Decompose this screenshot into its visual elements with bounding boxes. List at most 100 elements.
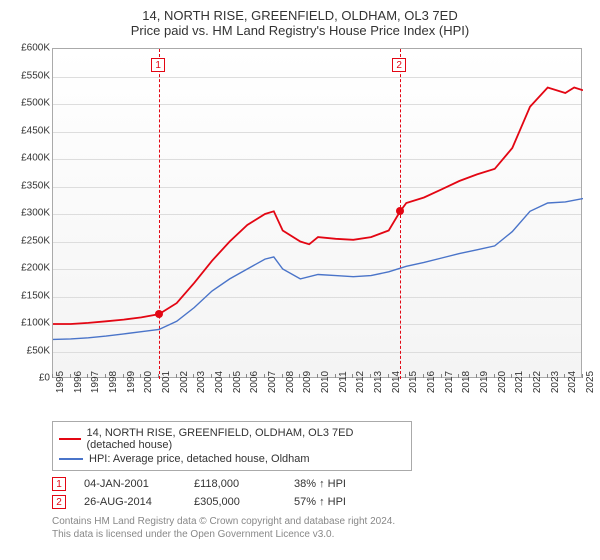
- x-tick: [564, 374, 565, 378]
- x-tick: [352, 374, 353, 378]
- y-tick-label: £100K: [21, 318, 50, 329]
- series-svg: [53, 49, 583, 379]
- sale-row: 226-AUG-2014£305,00057% ↑ HPI: [52, 493, 590, 511]
- x-tick-label: 2014: [391, 371, 402, 393]
- x-tick: [123, 374, 124, 378]
- x-tick: [423, 374, 424, 378]
- x-tick: [299, 374, 300, 378]
- footer: Contains HM Land Registry data © Crown c…: [52, 515, 590, 541]
- y-tick-label: £400K: [21, 153, 50, 164]
- footer-line-2: This data is licensed under the Open Gov…: [52, 528, 590, 541]
- x-tick-label: 2006: [249, 371, 260, 393]
- x-tick-label: 2019: [479, 371, 490, 393]
- y-tick-label: £250K: [21, 235, 50, 246]
- x-tick: [370, 374, 371, 378]
- x-tick-label: 2025: [585, 371, 596, 393]
- x-tick-label: 2024: [567, 371, 578, 393]
- x-tick: [158, 374, 159, 378]
- x-tick: [52, 374, 53, 378]
- x-tick: [458, 374, 459, 378]
- x-tick-label: 1998: [108, 371, 119, 393]
- x-tick: [193, 374, 194, 378]
- legend-swatch: [59, 438, 81, 440]
- chart-container: 14, NORTH RISE, GREENFIELD, OLDHAM, OL3 …: [0, 0, 600, 545]
- x-tick-label: 2002: [179, 371, 190, 393]
- marker-label: 1: [151, 58, 165, 72]
- x-tick-label: 2007: [267, 371, 278, 393]
- x-tick-label: 1996: [73, 371, 84, 393]
- x-tick-label: 2018: [461, 371, 472, 393]
- x-tick: [405, 374, 406, 378]
- plot-area: £0 £50K £100K £150K £200K £250K £300K £350K £400…: [10, 44, 590, 419]
- x-tick: [317, 374, 318, 378]
- x-tick-label: 2013: [373, 371, 384, 393]
- x-tick-label: 1997: [90, 371, 101, 393]
- sale-row: 104-JAN-2001£118,00038% ↑ HPI: [52, 475, 590, 493]
- legend: 14, NORTH RISE, GREENFIELD, OLDHAM, OL3 …: [52, 421, 412, 471]
- x-tick: [70, 374, 71, 378]
- sale-date: 26-AUG-2014: [84, 496, 194, 508]
- x-tick: [211, 374, 212, 378]
- x-tick: [476, 374, 477, 378]
- y-tick-label: £300K: [21, 208, 50, 219]
- x-tick: [335, 374, 336, 378]
- x-tick-label: 2021: [514, 371, 525, 393]
- x-tick-label: 2005: [232, 371, 243, 393]
- x-tick-label: 2016: [426, 371, 437, 393]
- x-tick-label: 2000: [143, 371, 154, 393]
- x-tick-label: 2001: [161, 371, 172, 393]
- chart-subtitle: Price paid vs. HM Land Registry's House …: [10, 23, 590, 38]
- sale-delta: 57% ↑ HPI: [294, 496, 394, 508]
- x-tick-label: 2011: [338, 371, 349, 393]
- x-tick: [264, 374, 265, 378]
- x-tick-label: 2010: [320, 371, 331, 393]
- sale-delta: 38% ↑ HPI: [294, 478, 394, 490]
- x-tick: [511, 374, 512, 378]
- sale-marker: 2: [52, 495, 66, 509]
- x-tick: [229, 374, 230, 378]
- legend-label: HPI: Average price, detached house, Oldh…: [89, 453, 310, 465]
- series-property: [53, 88, 583, 325]
- x-tick-label: 2012: [355, 371, 366, 393]
- y-tick-label: £500K: [21, 98, 50, 109]
- y-tick-label: £600K: [21, 43, 50, 54]
- x-tick-label: 2008: [285, 371, 296, 393]
- y-tick-label: £350K: [21, 180, 50, 191]
- x-tick: [105, 374, 106, 378]
- x-tick-label: 2009: [302, 371, 313, 393]
- x-tick-label: 2003: [196, 371, 207, 393]
- legend-label: 14, NORTH RISE, GREENFIELD, OLDHAM, OL3 …: [87, 427, 406, 451]
- x-tick: [582, 374, 583, 378]
- x-tick: [87, 374, 88, 378]
- sale-price: £118,000: [194, 478, 294, 490]
- sale-date: 04-JAN-2001: [84, 478, 194, 490]
- x-tick: [529, 374, 530, 378]
- legend-row: HPI: Average price, detached house, Oldh…: [59, 452, 405, 466]
- y-tick-label: £200K: [21, 263, 50, 274]
- footer-line-1: Contains HM Land Registry data © Crown c…: [52, 515, 590, 528]
- x-tick-label: 2004: [214, 371, 225, 393]
- plot-background: [52, 48, 582, 378]
- marker-dot: [396, 207, 404, 215]
- x-tick-label: 2020: [497, 371, 508, 393]
- x-tick-label: 2015: [408, 371, 419, 393]
- y-tick-label: £550K: [21, 70, 50, 81]
- x-tick-label: 1995: [55, 371, 66, 393]
- y-tick-label: £0: [39, 373, 50, 384]
- x-tick-label: 2022: [532, 371, 543, 393]
- legend-swatch: [59, 458, 83, 460]
- y-tick-label: £450K: [21, 125, 50, 136]
- y-tick-label: £50K: [27, 345, 50, 356]
- x-tick: [176, 374, 177, 378]
- x-tick: [140, 374, 141, 378]
- legend-row: 14, NORTH RISE, GREENFIELD, OLDHAM, OL3 …: [59, 426, 405, 452]
- x-tick: [494, 374, 495, 378]
- sales-table: 104-JAN-2001£118,00038% ↑ HPI 2 26-AUG-201…: [52, 475, 590, 511]
- x-tick: [282, 374, 283, 378]
- marker-label: 2: [392, 58, 406, 72]
- x-tick: [388, 374, 389, 378]
- x-tick: [441, 374, 442, 378]
- x-tick-label: 2023: [550, 371, 561, 393]
- marker-dot: [155, 310, 163, 318]
- y-tick-label: £150K: [21, 290, 50, 301]
